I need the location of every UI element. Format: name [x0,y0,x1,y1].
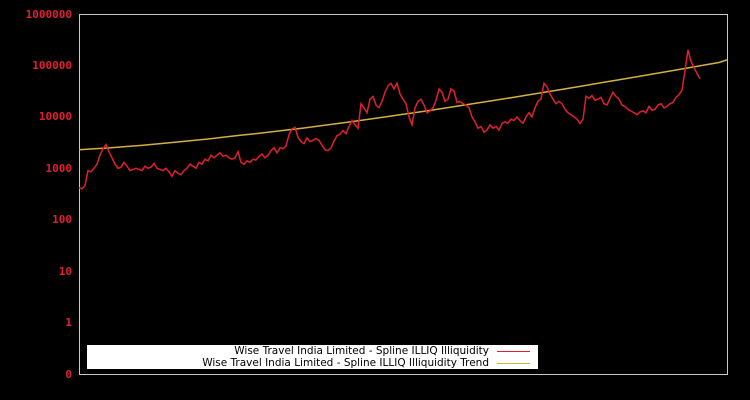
trend-series-line [78,59,728,151]
y-tick-label: 1000000 [25,8,72,21]
legend-swatch-red-line-icon [497,350,530,352]
legend-item-trend: Wise Travel India Limited - Spline ILLIQ… [202,357,530,369]
y-tick-label: 1000 [45,162,73,175]
y-tick-label: 1 [65,316,72,329]
y-tick-label: 10 [58,265,72,278]
illiquidity-series-line [78,49,701,190]
y-tick-label: 100000 [32,59,72,72]
chart-legend: Wise Travel India Limited - Spline ILLIQ… [87,345,538,369]
legend-item-illiquidity: Wise Travel India Limited - Spline ILLIQ… [234,345,530,357]
legend-swatch-gold-line-icon [497,362,530,364]
plot-frame [79,14,728,375]
legend-label: Wise Travel India Limited - Spline ILLIQ… [234,345,489,357]
y-tick-label: 100 [52,213,72,226]
y-tick-label: 10000 [38,110,72,123]
y-tick-label: 0 [65,368,72,381]
legend-label: Wise Travel India Limited - Spline ILLIQ… [202,357,489,369]
